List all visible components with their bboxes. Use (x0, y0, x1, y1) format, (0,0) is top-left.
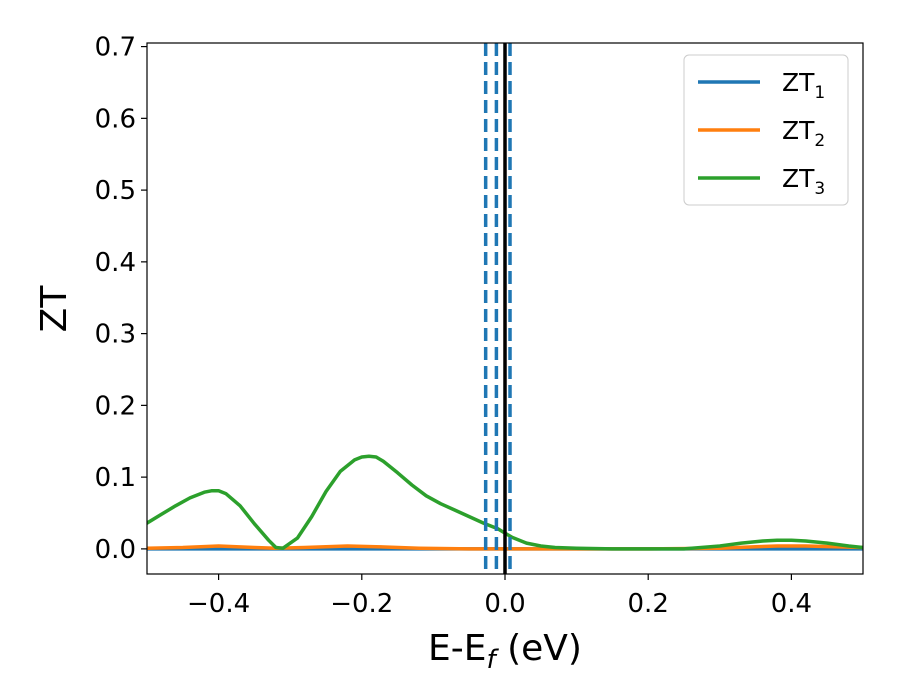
y-tick-label: 0.0 (95, 535, 136, 565)
y-axis-title: ZT (34, 285, 75, 333)
y-tick-label: 0.5 (95, 176, 136, 206)
x-axis-title: E-Ef (eV) (428, 628, 582, 675)
y-tick-label: 0.1 (95, 463, 136, 493)
legend-label-zt2: ZT2 (782, 116, 825, 151)
y-tick-label: 0.6 (95, 104, 136, 134)
x-tick-label: −0.2 (330, 589, 393, 619)
series-line-zt2 (147, 544, 863, 551)
y-tick-label: 0.7 (95, 33, 136, 63)
x-tick-label: 0.2 (628, 589, 669, 619)
x-tick-label: 0.4 (771, 589, 812, 619)
legend-box (683, 54, 849, 206)
vertical-markers (483, 43, 512, 574)
x-tick-label: 0.0 (484, 589, 525, 619)
legend: ZT1 ZT2 ZT3 (683, 54, 849, 206)
legend-label-zt3: ZT3 (782, 164, 825, 199)
x-tick-label: −0.4 (187, 589, 250, 619)
y-tick-label: 0.2 (95, 391, 136, 421)
series-line-zt3 (147, 454, 863, 551)
y-tick-label: 0.3 (95, 320, 136, 350)
x-axis-ticks: −0.4 −0.2 0.0 0.2 0.4 (187, 574, 812, 619)
legend-label-zt1: ZT1 (782, 68, 825, 103)
y-axis-ticks: 0.0 0.1 0.2 0.3 0.4 0.5 0.6 0.7 (95, 33, 147, 565)
y-tick-label: 0.4 (95, 248, 136, 278)
